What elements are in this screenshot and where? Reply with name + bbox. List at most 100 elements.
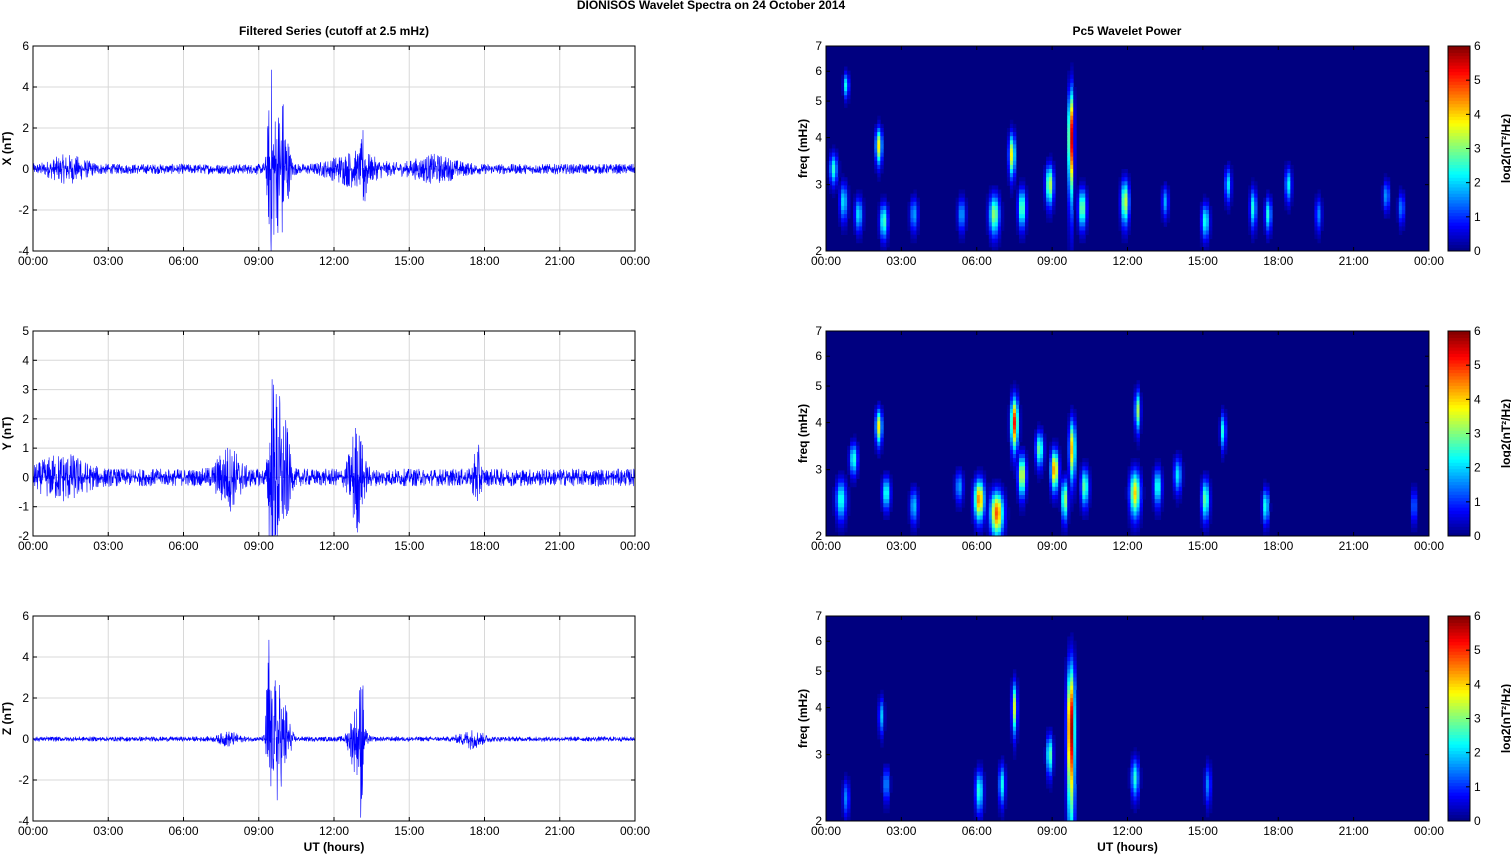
heat-cell bbox=[1133, 499, 1137, 504]
heat-cell bbox=[1269, 226, 1273, 231]
colorbar-swatch bbox=[1448, 49, 1470, 53]
heat-cell bbox=[1070, 454, 1074, 459]
heat-cell bbox=[1254, 189, 1258, 194]
heat-cell bbox=[883, 499, 887, 504]
heat-cell bbox=[988, 210, 993, 215]
heat-cell bbox=[1202, 201, 1207, 207]
heat-cell bbox=[1178, 470, 1183, 475]
ytick-label: 3 bbox=[815, 463, 822, 477]
heat-cell bbox=[1052, 743, 1056, 748]
heat-cell bbox=[1248, 218, 1252, 223]
heat-cell bbox=[886, 201, 890, 207]
heat-cell bbox=[844, 482, 848, 488]
heat-xtick-label: 00:00 bbox=[811, 254, 841, 268]
heat-cell bbox=[1012, 400, 1017, 406]
colorbar-swatch bbox=[1448, 420, 1470, 425]
heat-cell bbox=[859, 189, 863, 194]
heat-cell bbox=[877, 413, 881, 418]
heat-cell bbox=[886, 495, 890, 500]
heat-cell bbox=[1070, 718, 1074, 723]
heat-cell bbox=[1248, 226, 1252, 231]
heat-cell bbox=[1009, 173, 1014, 178]
heat-cell bbox=[886, 767, 890, 773]
heat-cell bbox=[1136, 425, 1140, 430]
heat-cell bbox=[862, 197, 866, 203]
heat-cell bbox=[1024, 230, 1029, 235]
heat-cell bbox=[1320, 210, 1324, 215]
heat-cell bbox=[877, 234, 881, 240]
heat-cell bbox=[1003, 490, 1008, 496]
heat-cell bbox=[1009, 421, 1014, 426]
heat-cell bbox=[1127, 226, 1131, 231]
heat-cell bbox=[874, 417, 878, 422]
heat-cell bbox=[1079, 470, 1083, 475]
heat-cell bbox=[1009, 123, 1014, 129]
heat-cell bbox=[856, 189, 860, 194]
heat-cell bbox=[988, 511, 993, 516]
heat-cell bbox=[883, 763, 887, 769]
heat-cell bbox=[976, 800, 981, 805]
heat-cell bbox=[991, 218, 996, 223]
heat-cell bbox=[976, 767, 981, 773]
heat-cell bbox=[1199, 210, 1204, 215]
heat-cell bbox=[970, 490, 975, 496]
heat-cell bbox=[838, 499, 842, 504]
heat-cell bbox=[1181, 470, 1186, 475]
heat-cell bbox=[961, 189, 966, 194]
heat-cell bbox=[1076, 726, 1080, 732]
heat-cell bbox=[1076, 205, 1080, 211]
heat-cell bbox=[1139, 771, 1143, 777]
heat-cell bbox=[1009, 169, 1014, 174]
heat-cell bbox=[880, 698, 884, 703]
heat-cell bbox=[1079, 197, 1083, 203]
heat-cell bbox=[880, 722, 884, 728]
heat-cell bbox=[985, 523, 990, 529]
heat-cell bbox=[847, 800, 851, 805]
heat-cell bbox=[1166, 205, 1171, 211]
heat-cell bbox=[1012, 718, 1017, 723]
heat-cell bbox=[877, 128, 881, 133]
heat-cell bbox=[1070, 433, 1074, 438]
heat-cell bbox=[1049, 747, 1053, 752]
heat-cell bbox=[991, 193, 996, 199]
colorbar-swatch bbox=[1448, 427, 1470, 431]
heat-cell bbox=[877, 201, 881, 207]
heat-cell bbox=[994, 205, 999, 211]
heat-cell bbox=[1070, 152, 1074, 158]
heat-cell bbox=[982, 788, 987, 793]
heat-cell bbox=[1127, 173, 1131, 178]
heat-cell bbox=[1052, 747, 1056, 752]
heat-cell bbox=[1018, 181, 1023, 186]
heat-cell bbox=[1205, 499, 1210, 504]
heat-cell bbox=[1040, 466, 1044, 471]
heat-cell bbox=[997, 804, 1002, 810]
heat-cell bbox=[1139, 780, 1143, 785]
heat-cell bbox=[1067, 234, 1071, 240]
heat-cell bbox=[853, 210, 857, 215]
heat-cell bbox=[847, 775, 851, 781]
heat-cell bbox=[988, 515, 993, 520]
heat-cell bbox=[1076, 230, 1080, 235]
heat-cell bbox=[985, 205, 990, 211]
heat-cell bbox=[952, 482, 957, 488]
colorbar-swatch bbox=[1448, 497, 1470, 502]
heat-cell bbox=[856, 197, 860, 203]
heat-cell bbox=[1067, 87, 1071, 92]
heat-cell bbox=[847, 87, 851, 92]
heat-cell bbox=[1136, 392, 1140, 397]
heat-cell bbox=[1067, 181, 1071, 186]
heat-cell bbox=[886, 214, 890, 219]
heat-cell bbox=[1133, 503, 1137, 508]
colorbar-swatch bbox=[1448, 644, 1470, 649]
heat-cell bbox=[1230, 189, 1234, 194]
heat-cell bbox=[841, 82, 845, 88]
heat-cell bbox=[886, 230, 890, 235]
heat-cell bbox=[973, 519, 978, 525]
heat-cell bbox=[886, 804, 890, 810]
heat-cell bbox=[979, 515, 984, 520]
heat-cell bbox=[1136, 396, 1140, 402]
heat-cell bbox=[997, 511, 1002, 516]
heat-cell bbox=[883, 478, 887, 484]
